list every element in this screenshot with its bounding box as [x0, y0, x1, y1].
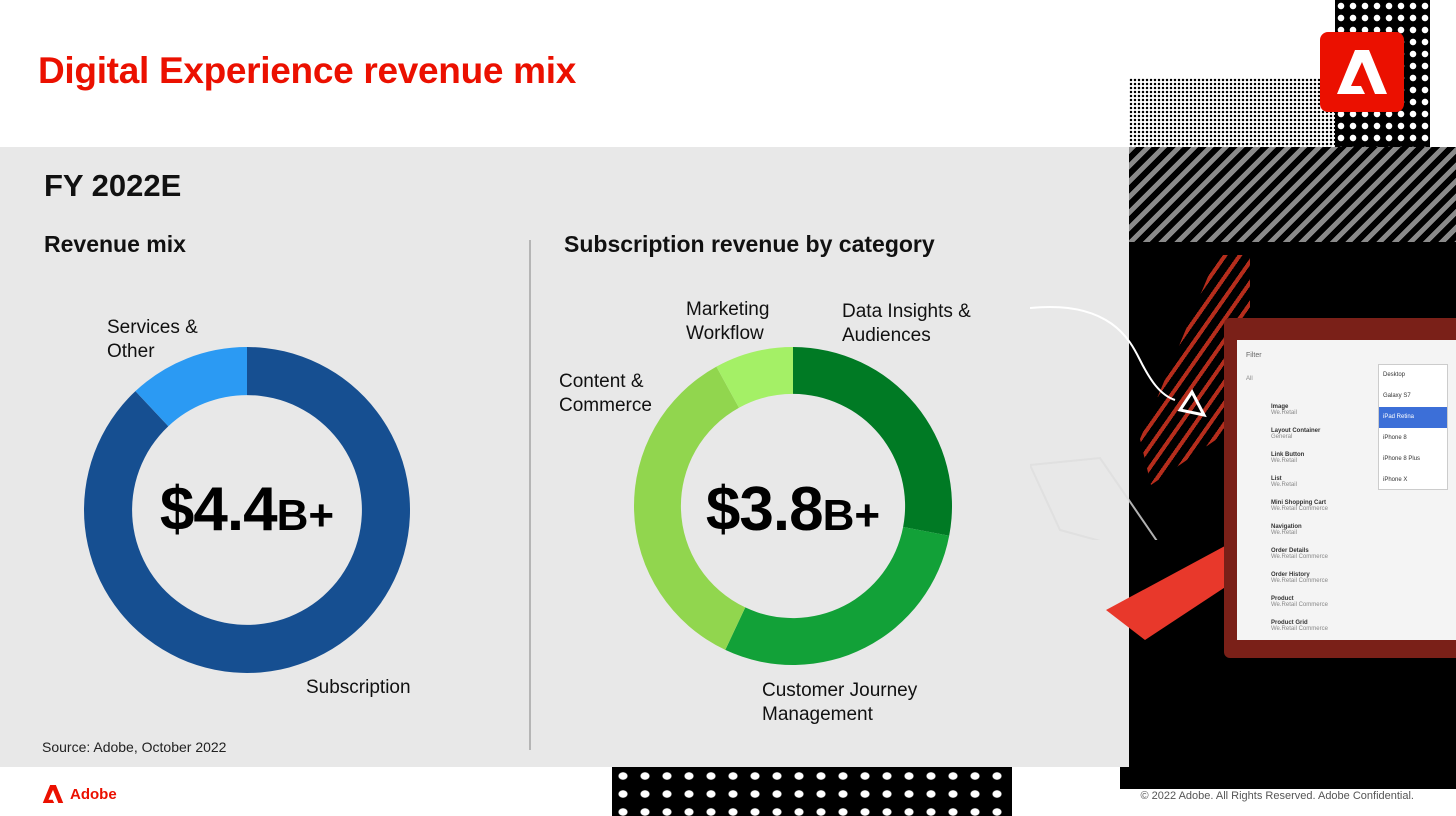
subscription-slice-data-insights-audiences — [793, 347, 952, 536]
footer-logo: Adobe — [42, 785, 117, 803]
mock-list-item: Layout Container General — [1246, 428, 1396, 446]
bottom-pattern-decoration — [612, 767, 1012, 816]
subscription-slice-customer-journey-management — [725, 527, 950, 665]
label-content-commerce: Content & Commerce — [559, 371, 652, 416]
mock-list-item: Order Details We.Retail Commerce — [1246, 548, 1396, 566]
mock-list-item-title: Order History — [1271, 572, 1310, 578]
mock-list-item-subtitle: We.Retail — [1271, 482, 1297, 488]
subscription-category-donut — [634, 347, 952, 665]
revenue-mix-slice-subscription — [84, 347, 410, 673]
mock-device-option: iPhone 8 — [1383, 435, 1407, 441]
mock-device-option: Desktop — [1383, 372, 1406, 378]
subscription-total-value: $3.8 — [705, 475, 824, 544]
label-data-insights: Data Insights & Audiences — [842, 301, 971, 346]
section-divider — [529, 240, 531, 750]
mock-list-item: Image We.Retail — [1246, 404, 1396, 422]
mock-list-item-title: Link Button — [1271, 452, 1305, 458]
mock-device-menu: Desktop Galaxy S7 iPad Retina iPhone 8 iPhon… — [1378, 364, 1448, 490]
revenue-mix-total-unit: B+ — [276, 491, 335, 540]
adobe-logo-icon — [1320, 32, 1404, 112]
copyright-notice: © 2022 Adobe. All Rights Reserved. Adobe… — [1140, 790, 1414, 802]
mock-list-item-subtitle: General — [1271, 434, 1293, 440]
label-subscription: Subscription — [306, 677, 411, 698]
mock-list-item: Order History We.Retail Commerce — [1246, 572, 1396, 590]
mock-list-item: Mini Shopping Cart We.Retail Commerce — [1246, 500, 1396, 518]
mock-all: All — [1246, 376, 1253, 382]
mock-list-item-title: Mini Shopping Cart — [1271, 500, 1326, 506]
mock-list-item-subtitle: We.Retail — [1271, 530, 1297, 536]
subscription-slice-marketing-workflow — [716, 347, 793, 408]
label-customer-journey: Customer Journey Management — [762, 680, 918, 725]
mock-device-option: iPhone X — [1383, 477, 1408, 483]
mock-list-item-title: Product Grid — [1271, 620, 1308, 626]
label-marketing-workflow: Marketing Workflow — [686, 299, 770, 344]
mock-list-item: Navigation We.Retail — [1246, 524, 1396, 542]
mock-device-option: iPhone 8 Plus — [1383, 456, 1421, 462]
mock-list-item-subtitle: We.Retail Commerce — [1271, 506, 1328, 512]
footer-brand: Adobe — [70, 785, 117, 803]
bottom-bar-decoration — [1120, 767, 1456, 789]
label-services-other: Services & Other — [107, 317, 198, 362]
mock-list-item-title: Layout Container — [1271, 428, 1321, 434]
mock-list-item: Link Button We.Retail — [1246, 452, 1396, 470]
mock-list-item-title: Product — [1271, 596, 1294, 602]
source-note: Source: Adobe, October 2022 — [42, 739, 227, 755]
mock-list-item-subtitle: We.Retail — [1271, 458, 1297, 464]
subscription-category-title: Subscription revenue by category — [564, 231, 935, 257]
mock-list-item-title: Order Details — [1271, 548, 1309, 554]
mock-list-item-subtitle: We.Retail Commerce — [1271, 554, 1328, 560]
mock-list-item-subtitle: We.Retail Commerce — [1271, 626, 1328, 632]
mock-list-item-title: Navigation — [1271, 524, 1302, 530]
revenue-mix-total: $4.4B+ — [132, 474, 362, 545]
mock-list-item-subtitle: We.Retail Commerce — [1271, 578, 1328, 584]
slide-title: Digital Experience revenue mix — [38, 50, 577, 91]
mock-list-item-title: List — [1271, 476, 1282, 482]
mock-filter: Filter — [1246, 352, 1262, 359]
mock-device-option: iPad Retina — [1379, 407, 1447, 428]
mock-device-option: Galaxy S7 — [1383, 393, 1411, 399]
mock-list-item-subtitle: We.Retail — [1271, 410, 1297, 416]
period-label: FY 2022E — [44, 168, 182, 203]
curve-decoration — [1030, 305, 1207, 540]
revenue-mix-title: Revenue mix — [44, 231, 186, 257]
mock-list-item: Product Grid We.Retail Commerce — [1246, 620, 1396, 638]
subscription-total: $3.8B+ — [678, 474, 908, 545]
subscription-total-unit: B+ — [822, 491, 881, 540]
dot-pattern-decoration — [1129, 78, 1339, 148]
mock-list-item: List We.Retail — [1246, 476, 1396, 494]
revenue-mix-donut — [84, 347, 410, 673]
adobe-logo-icon — [42, 785, 64, 803]
subscription-slice-content-commerce — [634, 366, 746, 650]
stripe-pattern-decoration — [1129, 147, 1456, 242]
revenue-mix-total-value: $4.4 — [159, 475, 278, 544]
mock-list-item-subtitle: We.Retail Commerce — [1271, 602, 1328, 608]
mock-list-item-title: Image — [1271, 404, 1289, 410]
mock-list-item: Product We.Retail Commerce — [1246, 596, 1396, 614]
revenue-mix-slice-services-other — [135, 347, 247, 427]
